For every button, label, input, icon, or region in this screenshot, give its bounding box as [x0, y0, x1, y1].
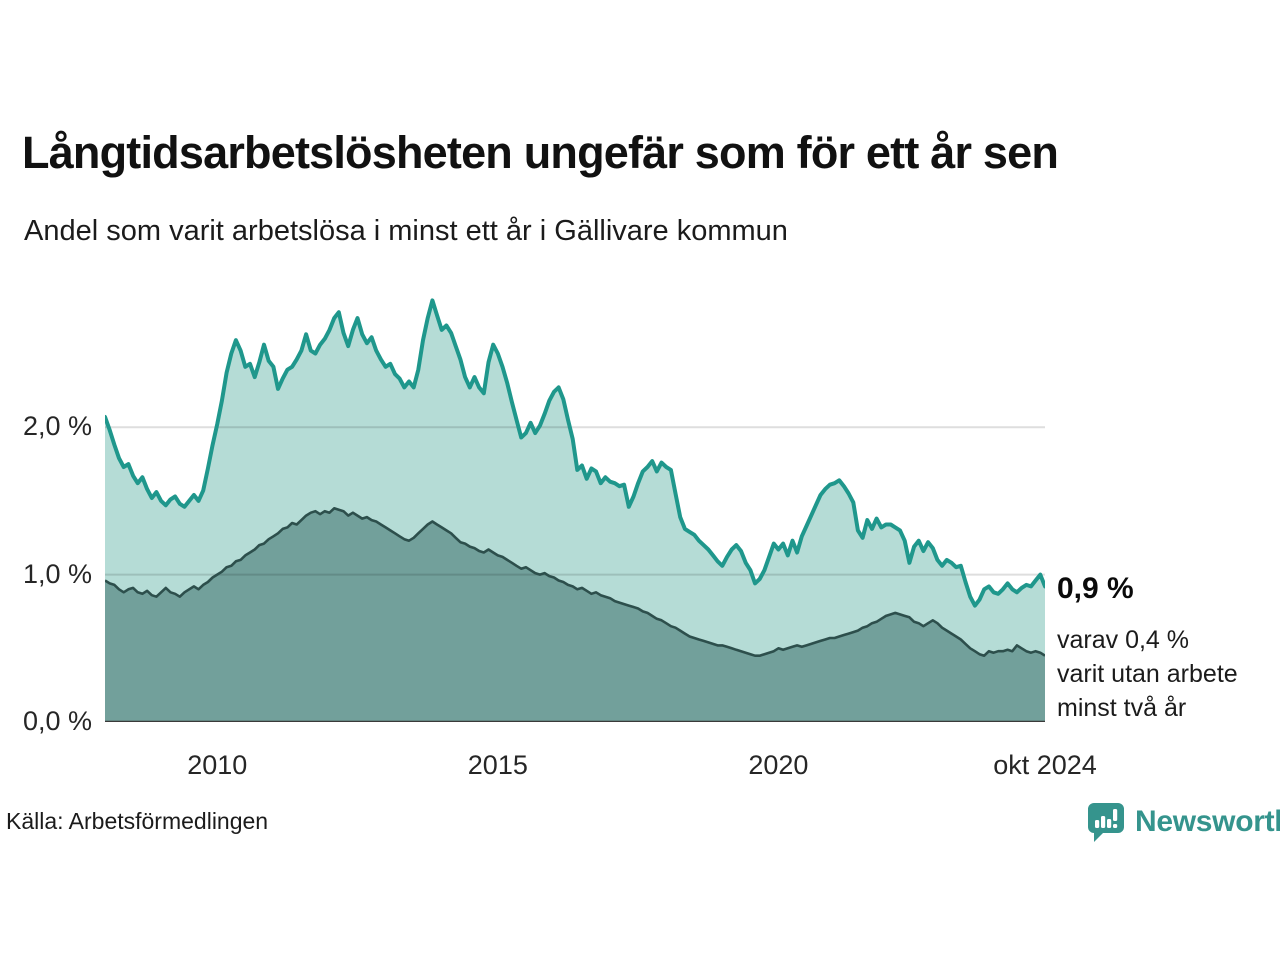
y-axis-tick-label: 0,0 %: [22, 705, 92, 736]
x-axis-tick-label: 2010: [187, 750, 248, 780]
source-attribution: Källa: Arbetsförmedlingen: [6, 808, 269, 834]
line-min-one-year: [105, 298, 1045, 608]
end-value-note: varav 0,4 % varit utan arbete minst två …: [1057, 623, 1238, 725]
line-min-two-years: [105, 507, 1045, 658]
x-axis-tick-label: 2015: [467, 750, 528, 780]
y-axis-tick-label: 2,0 %: [22, 411, 92, 442]
end-value-label: 0,9 %: [1057, 572, 1134, 605]
newsworthy-logo: Newsworthy: [1086, 801, 1280, 843]
x-axis-tick-label: 2020: [748, 750, 809, 780]
speech-bubble-shape: [1088, 803, 1124, 842]
area-min-two-years: [105, 508, 1045, 722]
y-axis-tick-label: 1,0 %: [22, 558, 92, 589]
bar-chart-glyph: [1095, 809, 1118, 828]
page-title: Långtidsarbetslösheten ungefär som för e…: [22, 127, 1059, 178]
newsworthy-logo-icon: [1088, 803, 1124, 842]
end-note-line-2: varit utan arbete: [1057, 660, 1238, 688]
end-note-line-3: minst två år: [1057, 694, 1187, 722]
x-axis-tick-label: okt 2024: [993, 750, 1097, 780]
end-note-line-1: varav 0,4 %: [1057, 626, 1190, 654]
newsworthy-wordmark: Newsworthy: [1135, 805, 1280, 838]
page-subtitle: Andel som varit arbetslösa i minst ett å…: [24, 215, 788, 247]
unemployment-area-chart: [105, 298, 1045, 722]
